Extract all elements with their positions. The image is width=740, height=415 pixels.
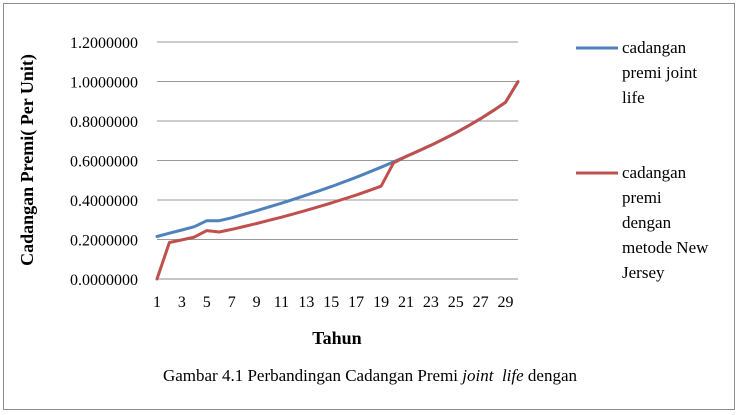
x-tick-label: 25 — [448, 294, 464, 311]
y-axis-tick-labels: 0.0000000 0.2000000 0.4000000 0.6000000 0.80… — [70, 35, 138, 289]
caption-italic-text: joint life — [462, 366, 524, 385]
x-tick-label: 15 — [323, 294, 339, 311]
series-line-joint-life — [155, 80, 520, 238]
y-tick-label: 0.2000000 — [70, 233, 138, 250]
caption-text-end: dengan — [523, 366, 578, 385]
x-tick-label: 9 — [253, 294, 261, 311]
legend-label-new-jersey: cadangan premi dengan metode New Jersey — [622, 163, 713, 282]
x-tick-label: 29 — [498, 294, 514, 311]
y-tick-label: 0.6000000 — [70, 154, 138, 171]
x-tick-label: 17 — [348, 294, 364, 311]
y-tick-label: 0.8000000 — [70, 114, 138, 131]
legend: cadangan premi joint life cadangan premi… — [576, 38, 713, 282]
x-tick-label: 27 — [473, 294, 489, 311]
x-tick-label: 11 — [274, 294, 289, 311]
y-tick-label: 1.0000000 — [70, 75, 138, 92]
x-tick-label: 19 — [373, 294, 389, 311]
caption-text: Gambar 4.1 Perbandingan Cadangan Premi — [162, 366, 463, 385]
y-axis-label: Cadangan Premi( Per Unit) — [17, 54, 38, 266]
x-axis-label: Tahun — [312, 328, 361, 348]
x-axis-tick-labels: 1 3 5 7 9 11 13 15 17 19 21 23 25 27 29 — [153, 294, 514, 311]
figure-caption: Gambar 4.1 Perbandingan Cadangan Premi j… — [0, 366, 740, 386]
x-tick-label: 5 — [203, 294, 211, 311]
x-tick-label: 13 — [298, 294, 314, 311]
y-tick-label: 1.2000000 — [70, 35, 138, 52]
figure-frame — [3, 3, 735, 410]
series-line-new-jersey — [155, 80, 520, 281]
legend-label-joint-life: cadangan premi joint life — [622, 38, 701, 107]
x-tick-label: 23 — [423, 294, 439, 311]
x-tick-label: 3 — [178, 294, 186, 311]
x-tick-label: 21 — [398, 294, 414, 311]
y-tick-label: 0.0000000 — [70, 272, 138, 289]
data-series — [155, 80, 520, 281]
x-tick-label: 1 — [153, 294, 161, 311]
x-tick-label: 7 — [228, 294, 236, 311]
gridlines — [157, 41, 518, 280]
y-tick-label: 0.4000000 — [70, 193, 138, 210]
